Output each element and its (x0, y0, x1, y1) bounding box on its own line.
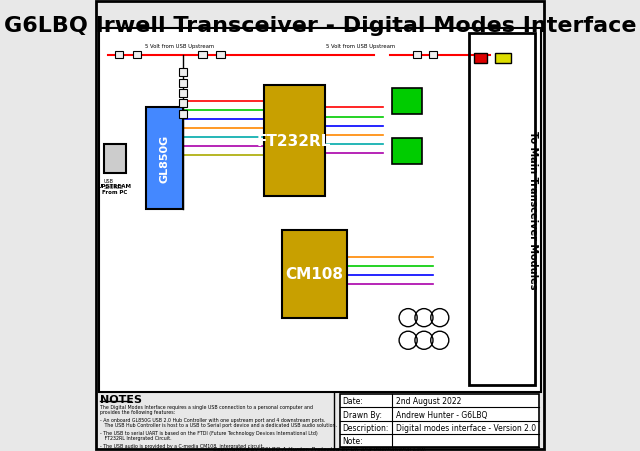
Bar (264, 86, 324, 196)
Text: UPSTREAM
From PC: UPSTREAM From PC (98, 184, 132, 194)
Bar (104, 144, 125, 174)
Text: USB
SOURCE: USB SOURCE (104, 179, 124, 190)
Bar (340, 394, 540, 447)
Bar (282, 230, 347, 318)
Text: Drawn By:: Drawn By: (342, 410, 381, 419)
Text: - The USB to serial UART is based on the FTDI (Future Technology Devices Interna: - The USB to serial UART is based on the… (100, 430, 317, 435)
Text: 5 Volt from USB Upstream: 5 Volt from USB Upstream (145, 44, 214, 49)
Bar (474, 54, 487, 64)
Bar (495, 54, 511, 64)
Bar (115, 52, 123, 59)
Bar (146, 108, 183, 210)
Text: Note:: Note: (342, 436, 364, 445)
Text: To Main Transceiver Modules: To Main Transceiver Modules (529, 131, 538, 289)
Text: CM108: CM108 (285, 267, 343, 281)
Text: - An onboard GL850G USB 2.0 Hub Controller with one upstream port and 4 downstre: - An onboard GL850G USB 2.0 Hub Controll… (100, 418, 325, 423)
Bar (429, 52, 437, 59)
Bar (179, 110, 187, 119)
Bar (179, 79, 187, 87)
Bar (413, 52, 421, 59)
Text: 2nd August 2022: 2nd August 2022 (396, 396, 461, 405)
Bar (99, 29, 541, 392)
Text: provides the following features:: provides the following features: (100, 409, 175, 414)
Bar (392, 138, 422, 165)
Text: Description:: Description: (342, 423, 389, 432)
Text: Date:: Date: (342, 396, 364, 405)
Bar (133, 52, 141, 59)
Bar (179, 100, 187, 108)
Bar (392, 89, 422, 115)
Bar (179, 90, 187, 98)
Bar (469, 34, 534, 386)
Text: Copyrighted by G6LBQ A Hunter. Protected by UK and International Law.: Copyrighted by G6LBQ A Hunter. Protected… (213, 446, 427, 451)
Text: The Digital Modes Interface requires a single USB connection to a personal compu: The Digital Modes Interface requires a s… (100, 405, 313, 410)
Text: NOTES: NOTES (100, 394, 142, 404)
Text: 5 Volt from USB Upstream: 5 Volt from USB Upstream (326, 44, 396, 49)
Text: - The USB audio is provided by a C-media CM108  intergrated circuit.: - The USB audio is provided by a C-media… (100, 443, 264, 448)
Text: Digital modes interface - Version 2.0: Digital modes interface - Version 2.0 (396, 423, 536, 432)
Bar (216, 52, 225, 59)
Text: GL850G: GL850G (159, 135, 170, 183)
Text: G6LBQ Irwell Transceiver - Digital Modes Interface: G6LBQ Irwell Transceiver - Digital Modes… (4, 16, 636, 36)
Bar (179, 69, 187, 77)
Text: FT232RL Intergrated Circuit.: FT232RL Intergrated Circuit. (100, 435, 172, 440)
Text: FT232RL: FT232RL (257, 133, 331, 148)
Text: The USB Hub Controller is host to a USB to Serial port device and a dedicated US: The USB Hub Controller is host to a USB … (100, 422, 337, 427)
Text: Andrew Hunter - G6LBQ: Andrew Hunter - G6LBQ (396, 410, 487, 419)
Bar (198, 52, 207, 59)
